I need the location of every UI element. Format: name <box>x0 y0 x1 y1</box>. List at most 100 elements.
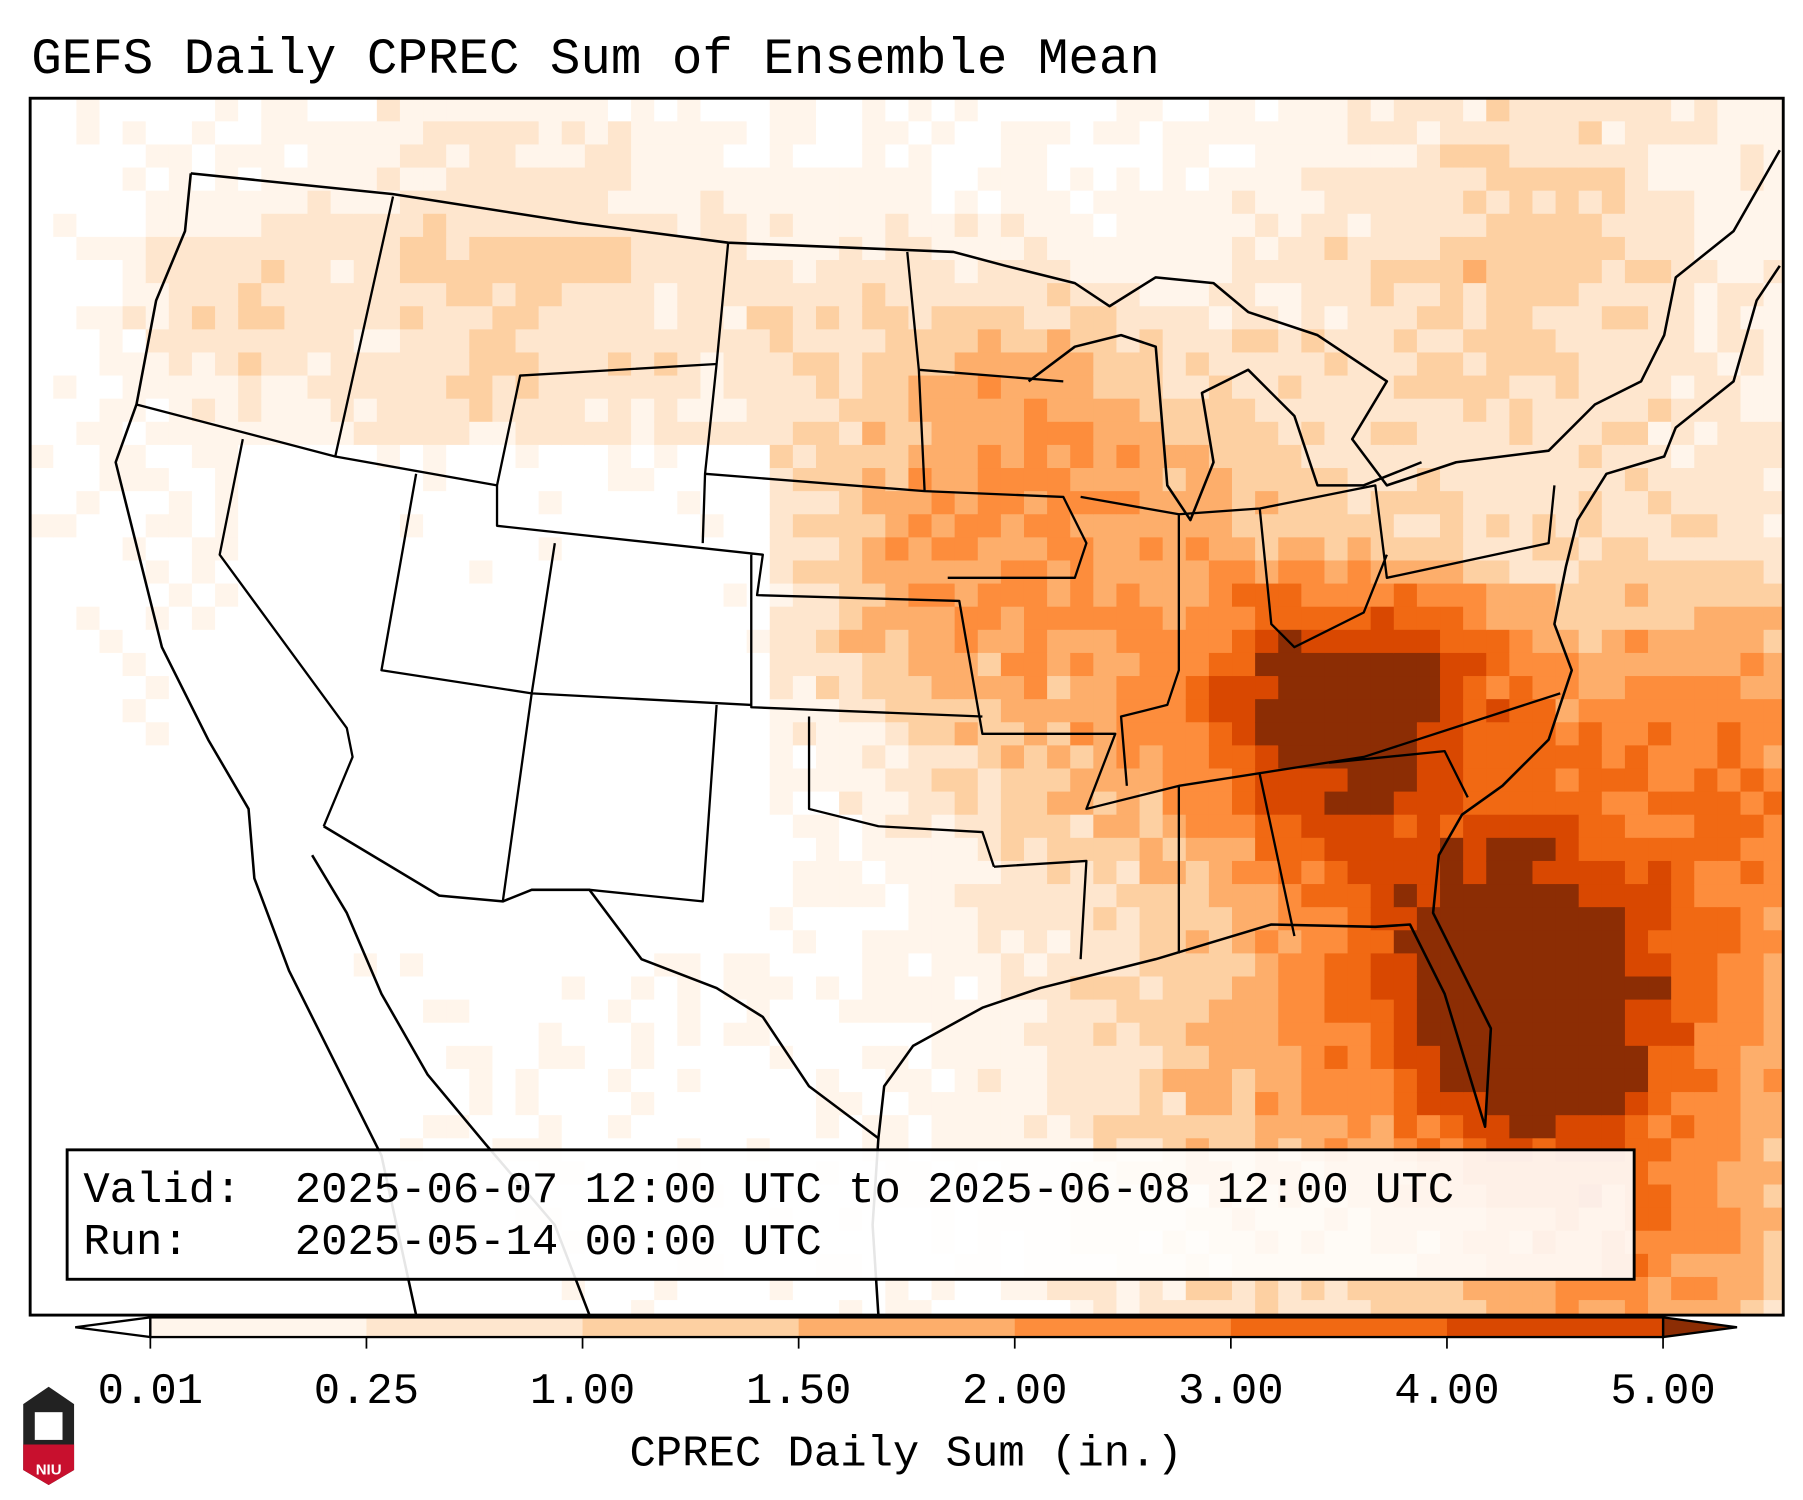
precip-cell <box>723 1276 748 1301</box>
precip-cell <box>1624 375 1649 400</box>
precip-cell <box>261 121 285 146</box>
precip-cell <box>1532 421 1557 446</box>
precip-cell <box>399 283 424 307</box>
precip-cell <box>1601 884 1626 908</box>
precip-cell <box>723 999 748 1024</box>
precip-cell <box>1047 884 1071 908</box>
precip-cell <box>492 907 517 931</box>
precip-cell <box>1116 260 1141 284</box>
precip-cell <box>376 1276 401 1301</box>
precip-cell <box>631 491 655 515</box>
precip-cell <box>1185 583 1210 608</box>
precip-cell <box>1093 144 1118 169</box>
precip-cell <box>1740 976 1765 1001</box>
precip-cell <box>515 606 540 631</box>
precip-cell <box>446 491 470 515</box>
precip-cell <box>1555 1115 1580 1139</box>
precip-cell <box>1278 745 1302 770</box>
precip-cell <box>1555 745 1580 770</box>
precip-cell <box>1648 375 1672 400</box>
precip-cell <box>1347 398 1372 423</box>
precip-cell <box>446 1022 470 1047</box>
precip-cell <box>584 837 609 862</box>
precip-cell <box>99 167 124 192</box>
precip-cell <box>1624 167 1649 192</box>
precip-cell <box>353 999 378 1024</box>
precip-cell <box>607 514 632 538</box>
precip-cell <box>815 306 840 330</box>
precip-cell <box>122 860 147 885</box>
precip-cell <box>1717 1045 1742 1070</box>
precip-cell <box>261 260 285 284</box>
precip-cell <box>1370 606 1395 631</box>
precip-cell <box>746 375 771 400</box>
precip-cell <box>1486 745 1510 770</box>
precip-cell <box>376 468 401 492</box>
precip-cell <box>168 1092 193 1116</box>
precip-cell <box>954 468 979 492</box>
precip-cell <box>1578 699 1603 723</box>
precip-cell <box>1162 583 1187 608</box>
precip-cell <box>1116 583 1141 608</box>
precip-cell <box>538 444 563 469</box>
precip-cell <box>1624 283 1649 307</box>
precip-cell <box>1601 652 1626 677</box>
precip-cell <box>1763 398 1784 423</box>
precip-cell <box>908 583 933 608</box>
precip-cell <box>145 606 170 631</box>
precip-cell <box>931 999 956 1024</box>
precip-cell <box>1185 1022 1210 1047</box>
precip-cell <box>1624 676 1649 700</box>
precip-cell <box>1694 260 1718 284</box>
precip-cell <box>399 260 424 284</box>
precip-cell <box>446 283 470 307</box>
precip-cell <box>284 491 309 515</box>
precip-cell <box>746 283 771 307</box>
precip-cell <box>862 676 886 700</box>
precip-cell <box>168 884 193 908</box>
precip-cell <box>700 930 725 954</box>
precip-cell <box>1047 930 1071 954</box>
precip-cell <box>330 1115 355 1139</box>
precip-cell <box>1463 837 1487 862</box>
precip-cell <box>885 421 910 446</box>
precip-cell <box>1301 860 1326 885</box>
precip-cell <box>631 860 655 885</box>
precip-cell <box>1555 999 1580 1024</box>
precip-cell <box>538 930 563 954</box>
precip-cell <box>99 953 124 978</box>
precip-cell <box>1532 722 1557 746</box>
precip-cell <box>1601 953 1626 978</box>
precip-cell <box>515 260 540 284</box>
precip-cell <box>168 329 193 354</box>
precip-cell <box>1116 468 1141 492</box>
precip-cell <box>1208 560 1233 585</box>
precip-cell <box>839 930 863 954</box>
precip-cell <box>607 260 632 284</box>
precip-cell <box>76 999 101 1024</box>
precip-cell <box>1555 814 1580 839</box>
precip-cell <box>122 1300 147 1316</box>
precip-cell <box>1555 699 1580 723</box>
precip-cell <box>215 583 239 608</box>
precip-cell <box>1278 583 1302 608</box>
precip-cell <box>654 814 678 839</box>
precip-cell <box>99 1045 124 1070</box>
precip-cell <box>1763 283 1784 307</box>
precip-cell <box>839 606 863 631</box>
precip-cell <box>954 1300 979 1316</box>
precip-cell <box>1763 583 1784 608</box>
precip-cell <box>284 930 309 954</box>
precip-cell <box>1185 953 1210 978</box>
precip-cell <box>1740 722 1765 746</box>
precip-cell <box>1370 1115 1395 1139</box>
precip-cell <box>191 652 216 677</box>
precip-cell <box>792 768 817 793</box>
precip-cell <box>1324 213 1349 238</box>
precip-cell <box>908 676 933 700</box>
precip-cell <box>954 999 979 1024</box>
precip-cell <box>1740 860 1765 885</box>
precip-cell <box>746 907 771 931</box>
precip-cell <box>1162 121 1187 146</box>
precip-cell <box>353 213 378 238</box>
